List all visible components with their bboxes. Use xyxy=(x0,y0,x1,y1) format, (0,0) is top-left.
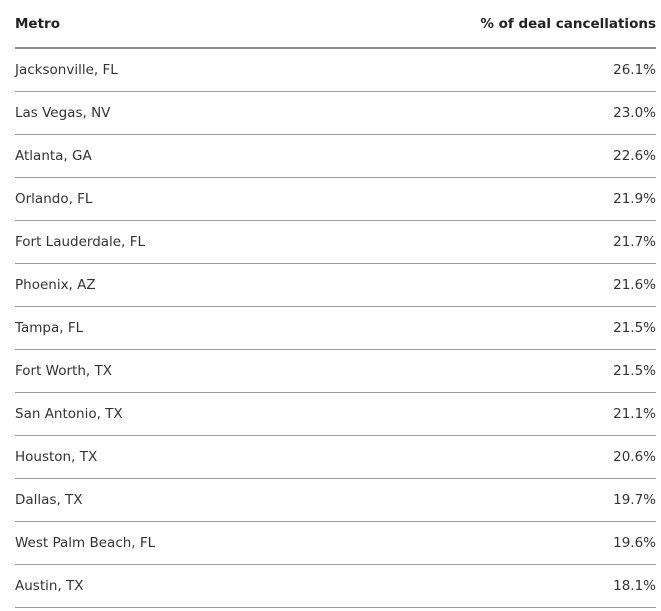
pct-cell: 18.1% xyxy=(335,564,656,608)
table-row: Houston, TX 20.6% xyxy=(15,435,656,479)
pct-cell: 20.6% xyxy=(335,435,656,479)
metro-cell: Atlanta, GA xyxy=(15,134,336,178)
pct-cell: 19.7% xyxy=(335,478,656,522)
pct-cell: 21.6% xyxy=(335,263,656,307)
metro-cell: Orlando, FL xyxy=(15,177,336,221)
pct-cell: 21.5% xyxy=(335,306,656,350)
table-row: San Antonio, TX 21.1% xyxy=(15,392,656,436)
header-metro: Metro xyxy=(15,0,336,49)
pct-cell: 22.6% xyxy=(335,134,656,178)
table-row: Fort Lauderdale, FL 21.7% xyxy=(15,220,656,264)
pct-cell: 21.7% xyxy=(335,220,656,264)
pct-cell: 19.6% xyxy=(335,521,656,565)
pct-cell: 23.0% xyxy=(335,91,656,135)
metro-cell: Austin, TX xyxy=(15,564,336,608)
metro-cell: Houston, TX xyxy=(15,435,336,479)
table-row: Tampa, FL 21.5% xyxy=(15,306,656,350)
table-row: Atlanta, GA 22.6% xyxy=(15,134,656,178)
metro-cell: San Antonio, TX xyxy=(15,392,336,436)
table-header-row: Metro % of deal cancellations xyxy=(15,0,656,49)
table-row: West Palm Beach, FL 19.6% xyxy=(15,521,656,565)
metro-cell: Las Vegas, NV xyxy=(15,91,336,135)
table-row: Phoenix, AZ 21.6% xyxy=(15,263,656,307)
metro-cell: Fort Worth, TX xyxy=(15,349,336,393)
table-row: Dallas, TX 19.7% xyxy=(15,478,656,522)
table-row: Orlando, FL 21.9% xyxy=(15,177,656,221)
table-row: Austin, TX 18.1% xyxy=(15,564,656,608)
pct-cell: 21.9% xyxy=(335,177,656,221)
pct-cell: 21.5% xyxy=(335,349,656,393)
metro-cell: Fort Lauderdale, FL xyxy=(15,220,336,264)
metro-cell: Jacksonville, FL xyxy=(15,48,336,92)
header-pct-deal-cancellations: % of deal cancellations xyxy=(335,0,656,49)
deal-cancellations-table-container: Metro % of deal cancellations Jacksonvil… xyxy=(15,0,656,608)
deal-cancellations-table: Metro % of deal cancellations Jacksonvil… xyxy=(15,0,656,608)
table-row: Jacksonville, FL 26.1% xyxy=(15,48,656,92)
metro-cell: West Palm Beach, FL xyxy=(15,521,336,565)
metro-cell: Phoenix, AZ xyxy=(15,263,336,307)
metro-cell: Dallas, TX xyxy=(15,478,336,522)
table-row: Fort Worth, TX 21.5% xyxy=(15,349,656,393)
pct-cell: 26.1% xyxy=(335,48,656,92)
table-row: Las Vegas, NV 23.0% xyxy=(15,91,656,135)
metro-cell: Tampa, FL xyxy=(15,306,336,350)
pct-cell: 21.1% xyxy=(335,392,656,436)
